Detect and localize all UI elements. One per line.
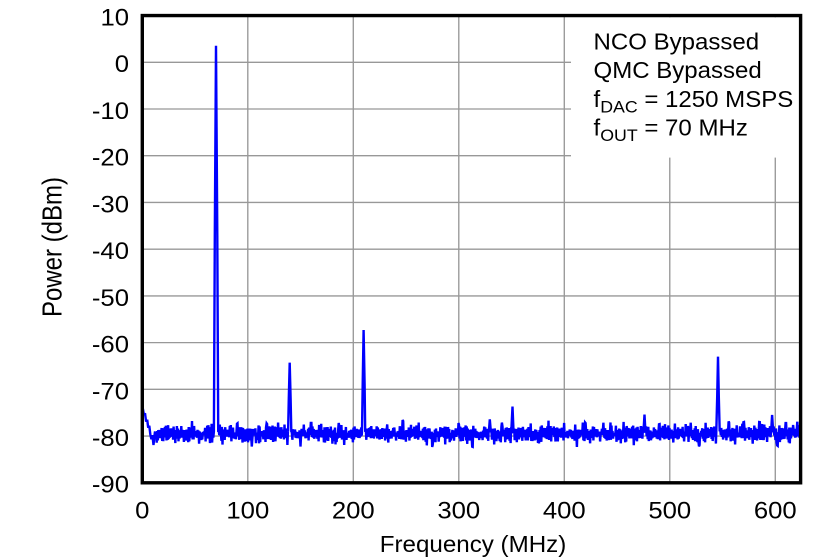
svg-text:QMC Bypassed: QMC Bypassed [594,58,762,83]
svg-text:NCO Bypassed: NCO Bypassed [594,29,760,54]
svg-text:200: 200 [332,498,375,524]
svg-text:10: 10 [100,5,129,31]
svg-text:-70: -70 [92,379,129,405]
svg-text:Power (dBm): Power (dBm) [38,177,68,317]
svg-text:100: 100 [226,498,269,524]
svg-text:-10: -10 [92,99,129,125]
svg-text:Frequency (MHz): Frequency (MHz) [380,532,566,557]
svg-text:-20: -20 [92,145,129,171]
svg-text:600: 600 [754,498,797,524]
svg-text:-80: -80 [92,426,129,452]
svg-text:-40: -40 [92,239,129,265]
svg-text:500: 500 [648,498,691,524]
svg-text:fDAC = 1250 MSPS: fDAC = 1250 MSPS [594,86,794,116]
svg-text:0: 0 [135,498,149,524]
svg-text:-50: -50 [92,286,129,312]
svg-text:300: 300 [437,498,480,524]
svg-text:0: 0 [115,52,129,78]
svg-text:400: 400 [543,498,586,524]
svg-text:-60: -60 [92,332,129,358]
svg-text:-30: -30 [92,192,129,218]
svg-text:-90: -90 [92,472,129,498]
